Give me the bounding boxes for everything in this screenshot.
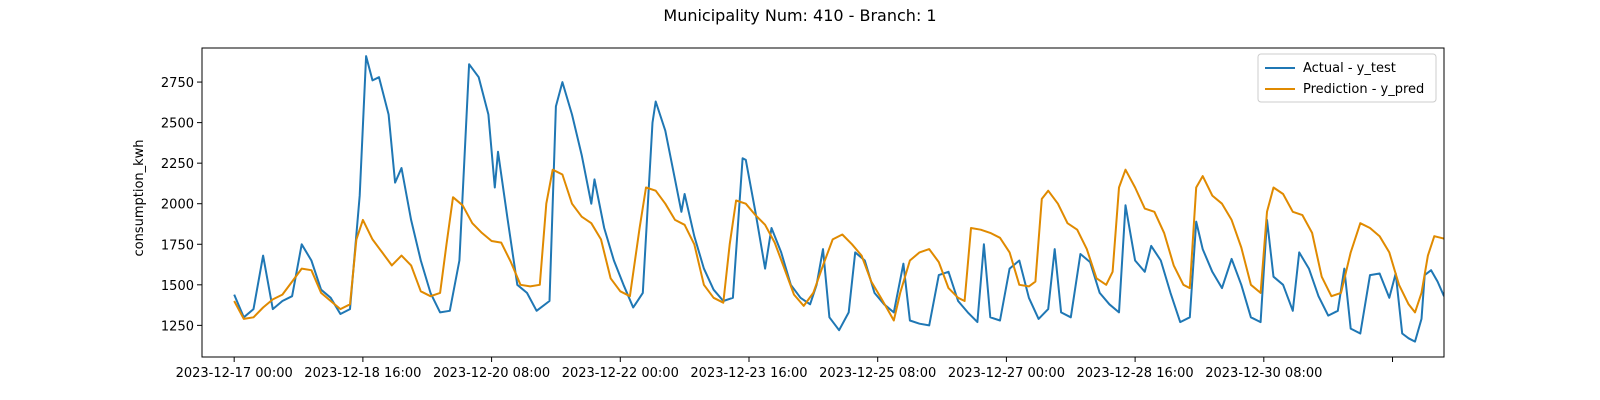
x-tick-label: 2023-12-28 16:00 <box>1077 366 1194 381</box>
legend-label-actual: Actual - y_test <box>1303 61 1396 76</box>
y-tick-label: 1750 <box>161 238 194 253</box>
legend-label-prediction: Prediction - y_pred <box>1303 82 1424 97</box>
y-tick-label: 1500 <box>161 279 194 294</box>
x-tick-label: 2023-12-17 00:00 <box>176 366 293 381</box>
chart-title: Municipality Num: 410 - Branch: 1 <box>663 6 936 25</box>
legend-box <box>1257 53 1437 103</box>
y-tick-label: 1250 <box>161 319 194 334</box>
legend: Actual - y_test Prediction - y_pred <box>1257 53 1437 103</box>
y-tick-label: 2000 <box>161 198 194 213</box>
x-tick-label: 2023-12-23 16:00 <box>690 366 807 381</box>
x-tick-label: 2023-12-20 08:00 <box>433 366 550 381</box>
x-tick-label: 2023-12-22 00:00 <box>562 366 679 381</box>
x-tick-label: 2023-12-30 08:00 <box>1205 366 1322 381</box>
axes-layer: 1250 1500 1750 2000 2250 2500 2750 2023-12-17 0… <box>161 47 1445 381</box>
x-tick-label: 2023-12-25 08:00 <box>819 366 936 381</box>
y-tick-label: 2500 <box>161 117 194 132</box>
series-line-actual <box>233 55 1444 343</box>
x-tick-label: 2023-12-27 00:00 <box>948 366 1065 381</box>
x-tick-label: 2023-12-18 16:00 <box>304 366 421 381</box>
y-axis-label: consumption_kwh <box>132 139 147 256</box>
y-tick-label: 2250 <box>161 157 194 172</box>
y-tick-label: 2750 <box>161 76 194 91</box>
plot-frame <box>201 47 1445 358</box>
series-line-prediction <box>233 168 1444 322</box>
series-layer <box>233 55 1444 343</box>
